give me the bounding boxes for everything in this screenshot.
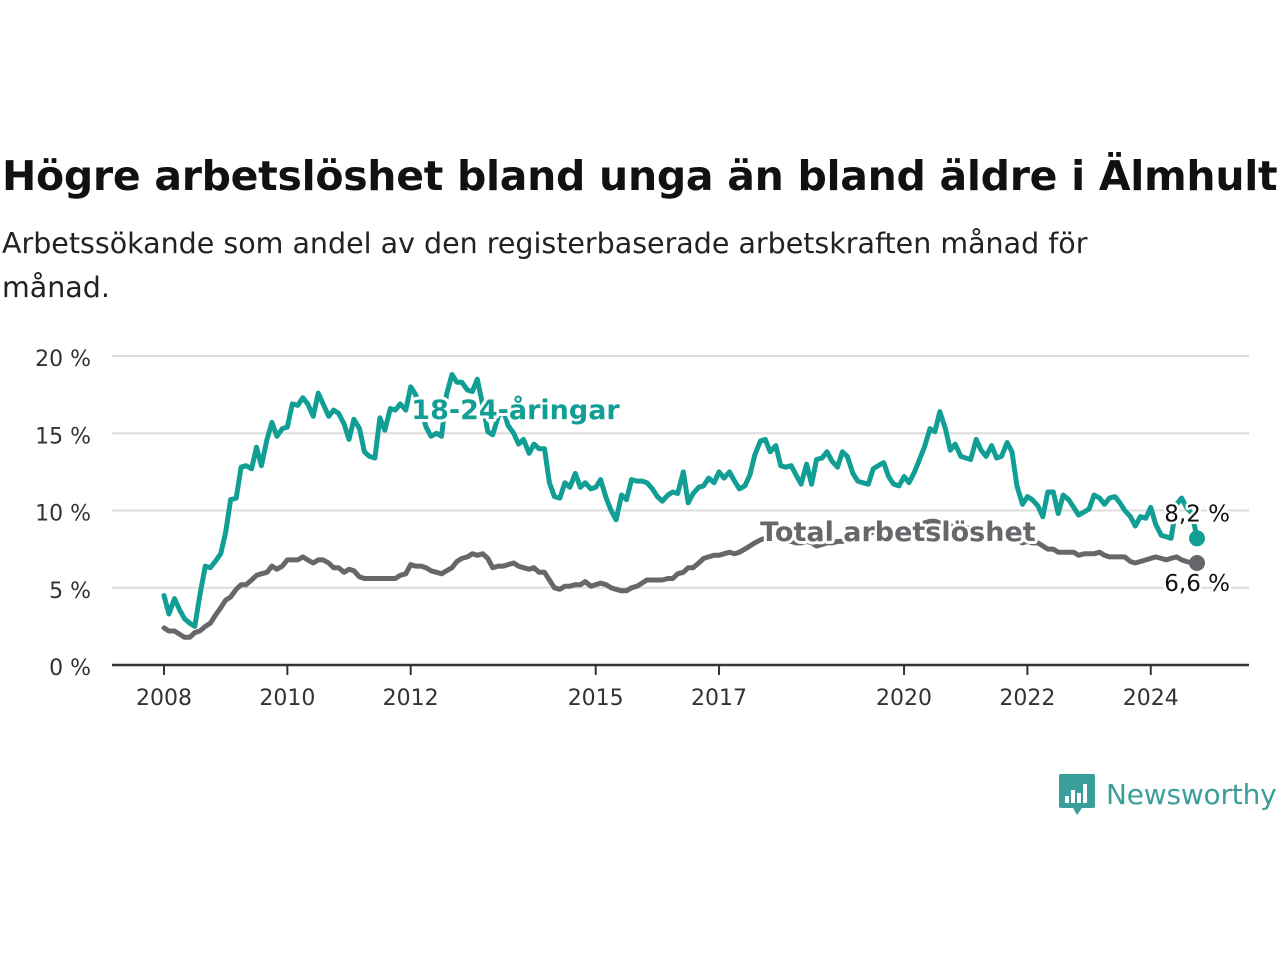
x-tick-label: 2017 [691, 686, 747, 711]
x-tick-label: 2012 [383, 686, 439, 711]
y-tick-label: 0 % [49, 656, 91, 681]
y-tick-label: 5 % [49, 579, 91, 604]
series-line-total [161, 518, 1200, 640]
series-label-total: Total arbetslöshet [760, 517, 1036, 548]
gridlines [112, 355, 1249, 589]
y-tick-label: 20 % [35, 347, 91, 372]
chart-subtitle: Arbetssökande som andel av den registerb… [2, 227, 1088, 304]
series-line-youth [161, 372, 1200, 629]
x-tick-label: 2015 [568, 686, 624, 711]
end-value-label-youth: 8,2 % [1164, 501, 1230, 527]
end-value-label-total: 6,6 % [1164, 571, 1230, 597]
series-labels: 18-24-åringar Total arbetslöshet 8,2 % 6,6 … [408, 391, 1232, 599]
x-tick-label: 2022 [999, 686, 1055, 711]
y-tick-label: 15 % [35, 424, 91, 449]
newsworthy-logo: Newsworthy [1058, 772, 1277, 816]
newsworthy-chart-bubble-icon [1059, 774, 1095, 815]
series-lines [161, 372, 1205, 640]
end-point-youth [1189, 530, 1205, 547]
chart-title: Högre arbetslöshet bland unga än bland ä… [2, 152, 1278, 200]
x-tick-label: 2010 [259, 686, 315, 711]
x-tick-label: 2024 [1123, 686, 1179, 711]
series-label-youth: 18-24-åringar [411, 394, 620, 426]
end-point-total [1189, 555, 1205, 572]
x-tick-label: 2020 [876, 686, 932, 711]
x-tick-label: 2008 [136, 686, 192, 711]
y-tick-label: 10 % [35, 502, 91, 527]
x-axis: 2008 2010 2012 2015 2017 2020 2022 2024 [112, 663, 1249, 711]
y-axis: 0 % 5 % 10 % 15 % 20 % [35, 347, 91, 681]
brand-name: Newsworthy [1106, 777, 1277, 811]
